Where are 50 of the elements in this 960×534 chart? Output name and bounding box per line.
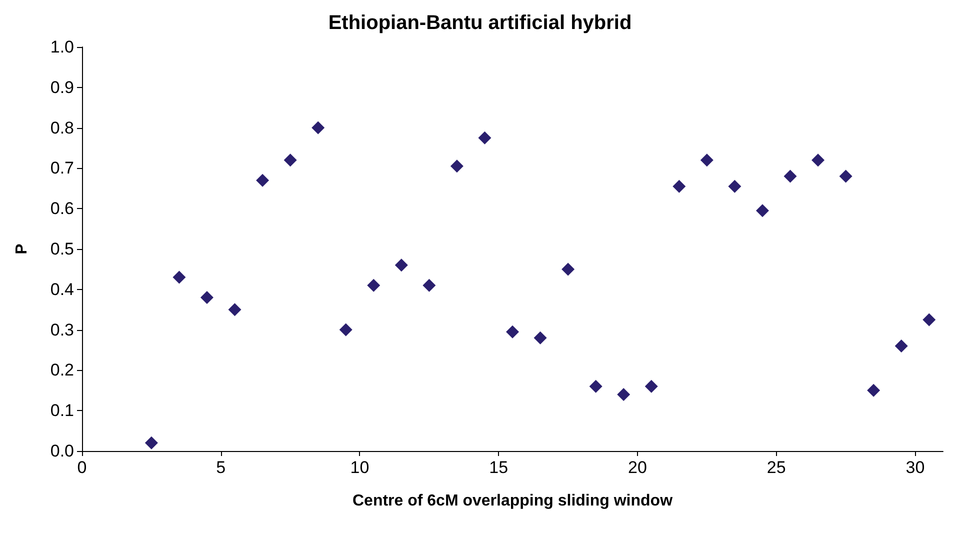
point: [422, 278, 436, 292]
point: [339, 323, 352, 336]
x-tick-label: 20: [628, 458, 647, 477]
y-tick-label: 0.4: [50, 280, 74, 299]
y-tick-label: 0.5: [50, 240, 74, 258]
point: [394, 258, 408, 272]
point: [312, 121, 325, 134]
point: [562, 262, 575, 276]
point: [894, 339, 908, 352]
x-axis-title: Centre of 6cM overlapping sliding window: [352, 492, 674, 510]
y-tick-label: 0.7: [50, 158, 74, 178]
y-tick-label: 0.9: [50, 78, 74, 97]
point: [367, 278, 380, 292]
point: [450, 160, 464, 173]
point: [812, 154, 825, 167]
point: [672, 180, 686, 193]
x-tick-label: 10: [350, 458, 370, 477]
y-tick-label: 0.0: [50, 442, 74, 460]
point: [172, 270, 186, 284]
point: [534, 331, 547, 344]
x-tick-label: 5: [216, 458, 226, 477]
point: [728, 180, 742, 193]
point: [478, 131, 492, 144]
point: [644, 380, 658, 393]
x-tick-label: 15: [489, 458, 508, 477]
point: [144, 436, 158, 450]
point: [617, 388, 630, 401]
y-tick-label: 0.2: [50, 360, 74, 380]
point: [284, 154, 297, 167]
x-tick-label: 25: [766, 458, 786, 477]
point: [756, 204, 769, 218]
chart-title: Ethiopian-Bantu artificial hybrid: [328, 12, 632, 34]
point: [200, 290, 214, 304]
point: [506, 325, 519, 338]
point: [589, 380, 602, 393]
point: [867, 384, 880, 397]
y-axis-title: P: [14, 243, 30, 254]
y-tick-label: 0.8: [50, 118, 74, 138]
point: [228, 303, 242, 316]
x-tick-label: 0: [77, 458, 87, 477]
y-tick-label: 0.6: [50, 199, 74, 218]
y-tick-label: 1.0: [50, 38, 74, 56]
point: [784, 170, 797, 183]
point: [700, 154, 714, 167]
y-tick-label: 0.3: [50, 320, 74, 340]
point: [256, 174, 270, 187]
y-tick-label: 0.1: [50, 401, 74, 420]
point: [839, 170, 852, 183]
point: [922, 313, 936, 326]
x-tick-label: 30: [906, 458, 925, 477]
